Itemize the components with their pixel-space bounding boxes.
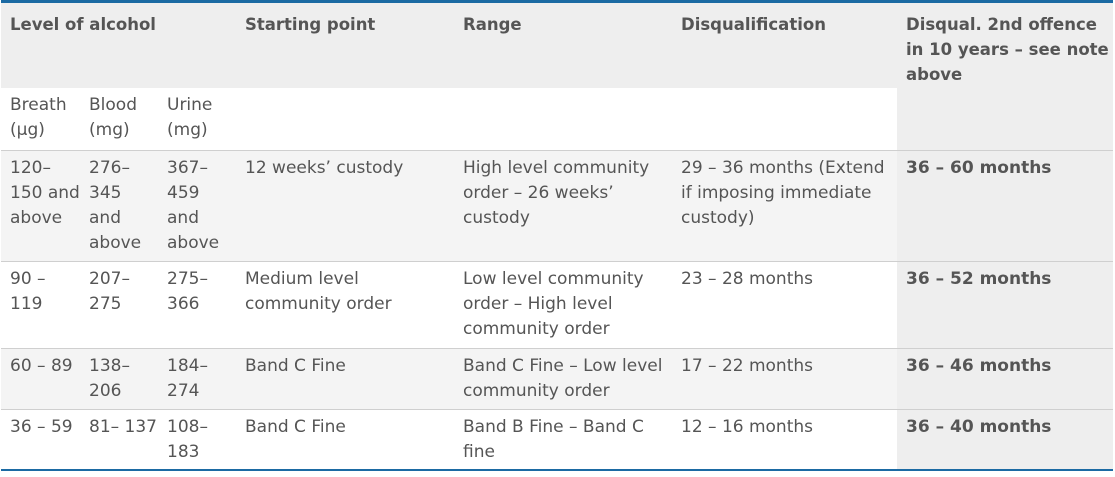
cell-breath: 90 – 119 [1, 260, 80, 348]
cell-starting-point: Medium level community order [236, 260, 454, 348]
subheader-row: Breath (µg) Blood (mg) Urine (mg) [1, 87, 1113, 151]
subheader-blood: Blood (mg) [89, 94, 137, 140]
cell-breath: 36 – 59 [1, 408, 80, 470]
subheader-empty [236, 88, 454, 151]
table-row: 120– 150 and above 276– 345 and above 36… [1, 149, 1113, 261]
cell-breath: 60 – 89 [1, 347, 80, 409]
cell-disqual-second: 36 – 60 months [897, 149, 1113, 261]
cell-starting-point: Band C Fine [236, 347, 454, 409]
subheader-empty [454, 88, 672, 151]
header-disqual-second-offence: Disqual. 2nd offence in 10 years – see n… [897, 0, 1113, 88]
cell-disqualification: 12 – 16 months [672, 408, 897, 470]
header-disqualification: Disqualification [672, 0, 897, 88]
cell-blood: 81– 137 [80, 408, 158, 470]
table-row: 36 – 59 81– 137 108– 183 Band C Fine Ban… [1, 408, 1113, 470]
cell-disqual-second: 36 – 40 months [897, 408, 1113, 470]
header-level-of-alcohol: Level of alcohol [1, 0, 236, 88]
cell-starting-point: Band C Fine [236, 408, 454, 470]
cell-disqualification: 29 – 36 months (Extend if imposing immed… [672, 149, 897, 261]
cell-urine: 184– 274 [158, 347, 236, 409]
table-row: 60 – 89 138– 206 184– 274 Band C Fine Ba… [1, 347, 1113, 409]
cell-blood: 207– 275 [80, 260, 158, 348]
cell-range: Low level community order – High level c… [454, 260, 672, 348]
subheader-urine: Urine (mg) [167, 94, 213, 140]
cell-disqual-second: 36 – 46 months [897, 347, 1113, 409]
cell-disqual-second: 36 – 52 months [897, 260, 1113, 348]
cell-range: Band B Fine – Band C fine [454, 408, 672, 470]
cell-range: High level community order – 26 weeks’ c… [454, 149, 672, 261]
cell-starting-point: 12 weeks’ custody [236, 149, 454, 261]
cell-blood: 138– 206 [80, 347, 158, 409]
cell-breath: 120– 150 and above [1, 149, 80, 261]
table-row: 90 – 119 207– 275 275– 366 Medium level … [1, 260, 1113, 348]
cell-blood: 276– 345 and above [80, 149, 158, 261]
cell-disqualification: 17 – 22 months [672, 347, 897, 409]
cell-urine: 275– 366 [158, 260, 236, 348]
subheader-empty [897, 87, 1113, 150]
cell-disqualification: 23 – 28 months [672, 260, 897, 348]
header-range: Range [454, 0, 672, 88]
subheader-breath: Breath (µg) [10, 94, 67, 140]
header-starting-point: Starting point [236, 0, 454, 88]
cell-range: Band C Fine – Low level community order [454, 347, 672, 409]
cell-urine: 108– 183 [158, 408, 236, 470]
cell-urine: 367– 459 and above [158, 149, 236, 261]
table-header-row: Level of alcohol Starting point Range Di… [1, 0, 1113, 88]
subheader-empty [672, 88, 897, 151]
